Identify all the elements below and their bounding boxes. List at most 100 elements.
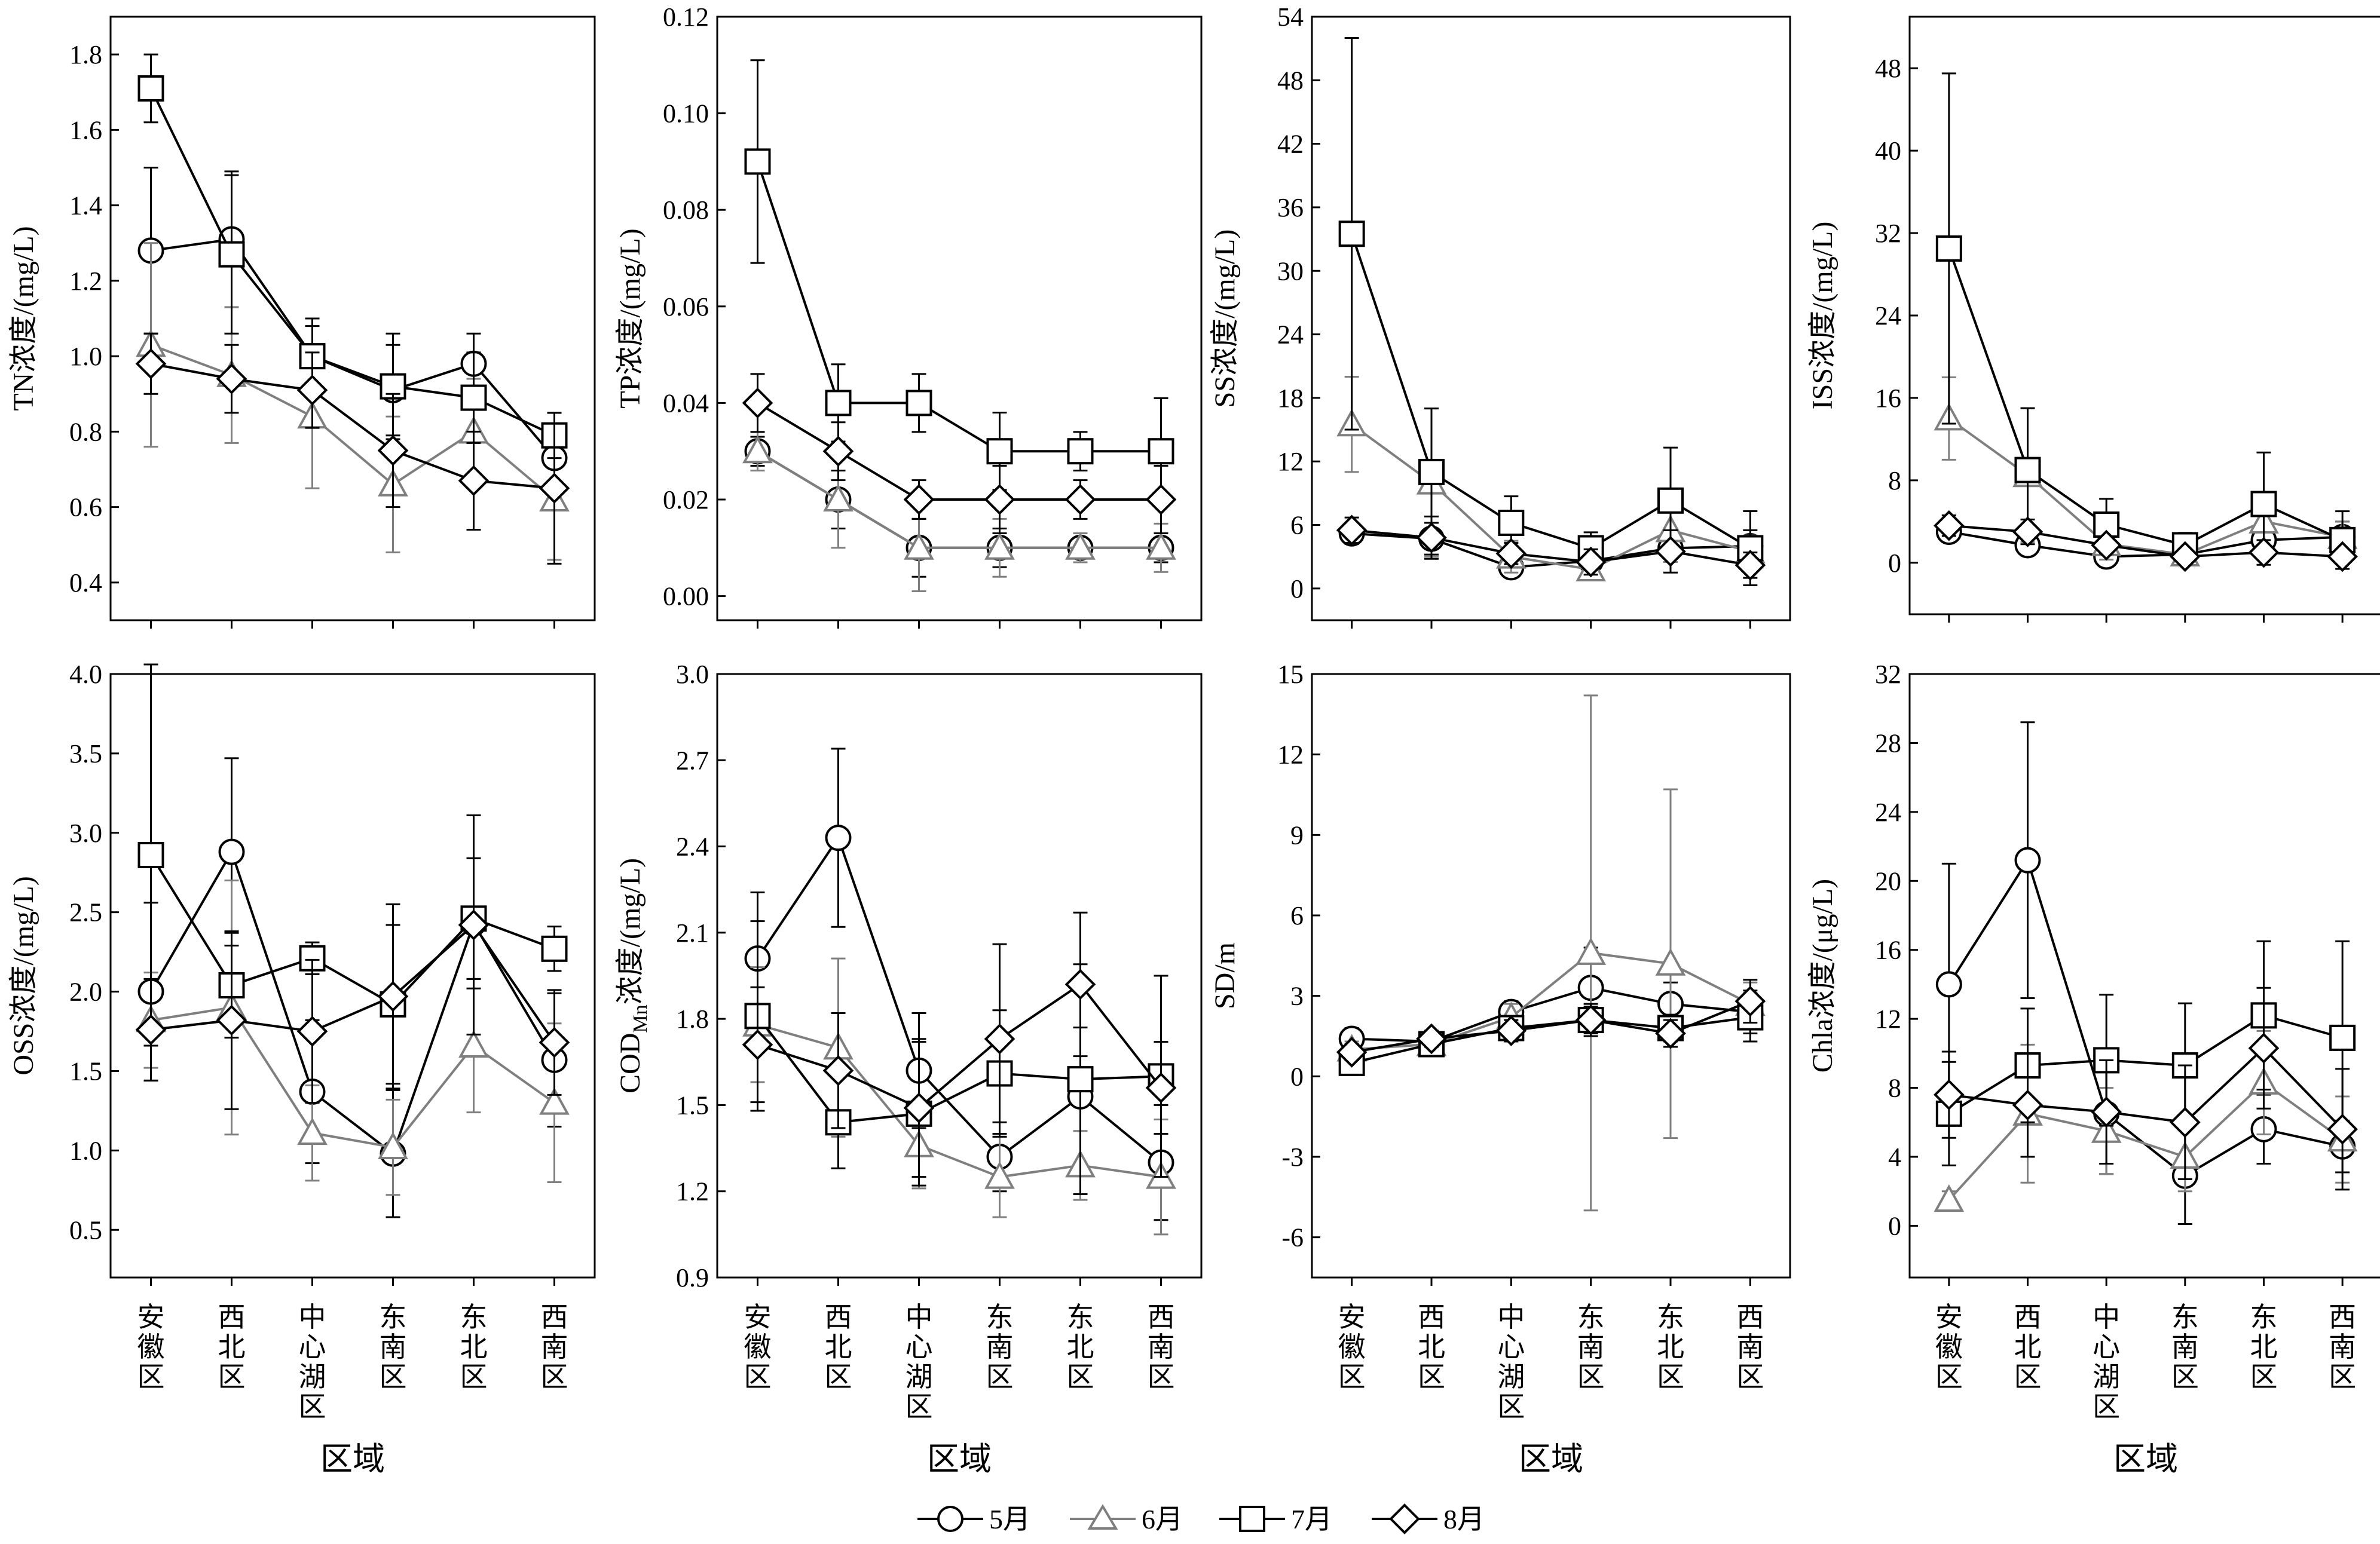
x-axis-label: 区域 — [1519, 1441, 1583, 1477]
y-tick-label: 40 — [1875, 136, 1901, 166]
y-tick-label: 24 — [1875, 301, 1901, 330]
data-point — [903, 484, 935, 515]
data-point — [458, 909, 490, 941]
y-tick-label: -3 — [1281, 1142, 1304, 1172]
series-2 — [1934, 376, 2358, 566]
data-point — [2014, 457, 2041, 483]
x-tick-label: 东南区 — [986, 1302, 1014, 1392]
x-tick-label: 西南区 — [1736, 1302, 1764, 1392]
data-point — [1495, 538, 1527, 569]
x-tick-label: 中心湖区 — [2093, 1302, 2120, 1422]
y-tick-label: 42 — [1277, 130, 1304, 159]
y-tick-label: 18 — [1277, 384, 1304, 413]
data-point — [1064, 484, 1096, 515]
data-point — [216, 363, 247, 394]
data-point — [137, 842, 164, 868]
data-point — [1657, 487, 1684, 514]
series-line — [151, 923, 556, 1043]
y-tick-label: 0.4 — [69, 568, 102, 598]
y-tick-label: 0.8 — [69, 417, 102, 446]
y-tick-label: 0 — [1290, 1062, 1304, 1091]
y-tick-label: 30 — [1277, 256, 1304, 286]
data-point — [1145, 484, 1177, 515]
x-tick-label: 东南区 — [380, 1302, 407, 1392]
x-tick-label: 安徽区 — [744, 1302, 772, 1392]
series-line — [1350, 233, 1751, 550]
data-point — [1655, 948, 1686, 976]
series-4 — [1336, 514, 1766, 581]
data-point — [904, 532, 934, 560]
data-point — [1575, 1004, 1607, 1036]
series-line — [1948, 1014, 2343, 1115]
data-point — [2091, 1096, 2122, 1128]
data-point — [218, 838, 245, 865]
series-1 — [137, 167, 568, 504]
data-point — [541, 935, 568, 962]
plot-frame — [1908, 673, 2380, 1279]
series-1 — [137, 757, 568, 1218]
legend-item-july: 7月 — [1219, 1504, 1332, 1534]
series-1 — [744, 436, 1174, 578]
series-line — [150, 344, 555, 501]
x-tick-label: 西南区 — [1148, 1302, 1175, 1392]
legend-label-may: 5月 — [989, 1504, 1030, 1534]
y-tick-label: 36 — [1277, 193, 1304, 222]
data-point — [1934, 1184, 1965, 1212]
chart-panel-2: 0.00 0.02 0.04 0.06 0.08 0.10 0.12 TP浓度/(mg/L) — [614, 2, 1203, 629]
data-point — [822, 436, 854, 467]
y-tick-label: 8 — [1888, 466, 1901, 495]
y-axis-label: SD/m — [1209, 942, 1241, 1009]
data-point — [2170, 1107, 2201, 1138]
data-point — [1145, 1072, 1177, 1104]
y-tick-label: 1.5 — [69, 1056, 102, 1086]
series-line — [756, 835, 1162, 1164]
y-tick-label: 32 — [1875, 219, 1901, 248]
plot-frame — [109, 673, 596, 1279]
data-point — [2170, 541, 2201, 572]
chart-panel-5: 0.5 1.0 1.5 2.0 2.5 3.0 3.5 4.0 安徽区 西北区 中心湖区 东南区 东北区… — [8, 660, 596, 1477]
y-tick-label: 54 — [1277, 2, 1304, 32]
data-point — [377, 981, 409, 1012]
y-tick-label: 6 — [1290, 511, 1304, 540]
x-axis-label: 区域 — [2113, 1441, 2178, 1477]
data-point — [2248, 537, 2280, 568]
legend-marker-august — [1389, 1503, 1420, 1534]
data-point — [1935, 971, 1962, 998]
data-point — [2329, 1024, 2356, 1051]
plot-frame — [716, 673, 1203, 1279]
series-3 — [1935, 940, 2356, 1166]
y-tick-label: 9 — [1290, 820, 1304, 850]
series-line — [756, 161, 1161, 453]
data-point — [1148, 438, 1174, 465]
y-tick-label: 3.5 — [69, 739, 102, 768]
x-tick-label: 安徽区 — [1935, 1302, 1963, 1392]
series-line — [1351, 1016, 1751, 1064]
data-point — [2327, 541, 2358, 572]
plot-frame — [1311, 673, 1791, 1279]
data-point — [822, 1055, 854, 1086]
series-line — [1948, 1081, 2344, 1201]
series-3 — [1338, 36, 1764, 587]
y-tick-label: 1.2 — [69, 266, 102, 296]
x-axis-label: 区域 — [927, 1441, 992, 1477]
y-tick-label: 1.0 — [69, 342, 102, 371]
data-point — [296, 1016, 328, 1047]
y-tick-label: 1.8 — [676, 1004, 709, 1034]
chart-panel-1: 0.4 0.6 0.8 1.0 1.2 1.4 1.6 1.8 TN浓度/(mg/L) — [8, 16, 596, 629]
x-axis-label: 区域 — [320, 1441, 385, 1477]
x-tick-label: 东北区 — [1067, 1302, 1094, 1392]
data-point — [378, 1131, 408, 1160]
y-tick-label: 24 — [1875, 798, 1901, 827]
data-point — [377, 435, 409, 466]
y-tick-label: 0.04 — [663, 388, 709, 418]
x-tick-label: 西北区 — [2014, 1302, 2042, 1392]
data-point — [297, 1117, 328, 1145]
series-line — [1351, 987, 1751, 1043]
y-tick-label: 24 — [1277, 320, 1304, 350]
data-point — [1495, 1015, 1527, 1046]
series-line — [757, 1023, 1161, 1178]
x-tick-label: 东北区 — [460, 1302, 488, 1392]
y-tick-label: 0.10 — [663, 99, 709, 128]
y-axis-label: Chla浓度/(μg/L) — [1807, 879, 1838, 1073]
y-axis-label: CODMn浓度/(mg/L) — [614, 858, 651, 1093]
